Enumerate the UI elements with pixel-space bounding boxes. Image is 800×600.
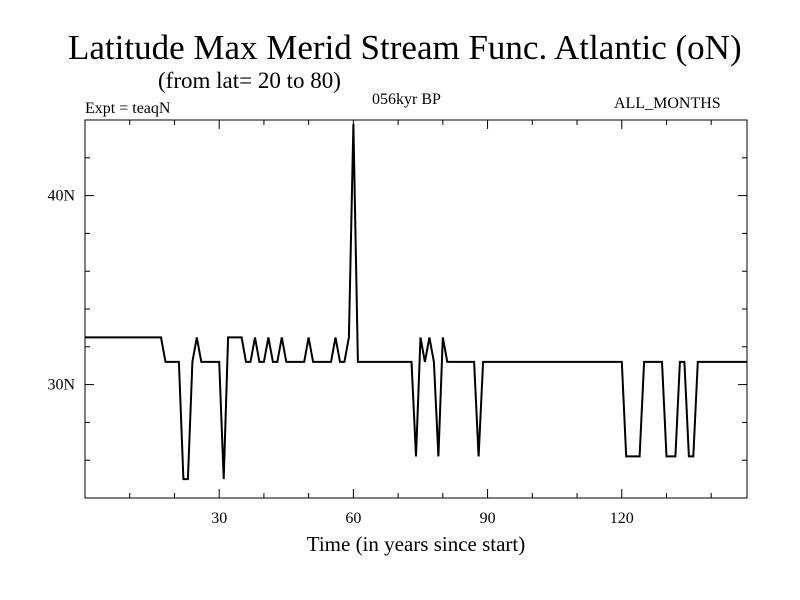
x-tick-label: 90 (480, 510, 496, 527)
y-tick-label: 30N (47, 377, 75, 394)
x-axis-label: Time (in years since start) (307, 532, 526, 556)
period-label: 056kyr BP (372, 91, 441, 108)
chart-title: Latitude Max Merid Stream Func. Atlantic… (68, 28, 742, 67)
axis-tick-labels: 30 60 90 120 30N 40N (47, 188, 633, 527)
x-tick-label: 120 (610, 510, 634, 527)
x-tick-label: 60 (345, 510, 361, 527)
x-tick-label: 30 (211, 510, 227, 527)
y-tick-label: 40N (47, 188, 75, 205)
months-label: ALL_MONTHS (614, 95, 721, 112)
series-line (85, 123, 747, 481)
experiment-label: Expt = teaqN (85, 100, 171, 117)
chart-subtitle: (from lat= 20 to 80) (158, 68, 341, 93)
